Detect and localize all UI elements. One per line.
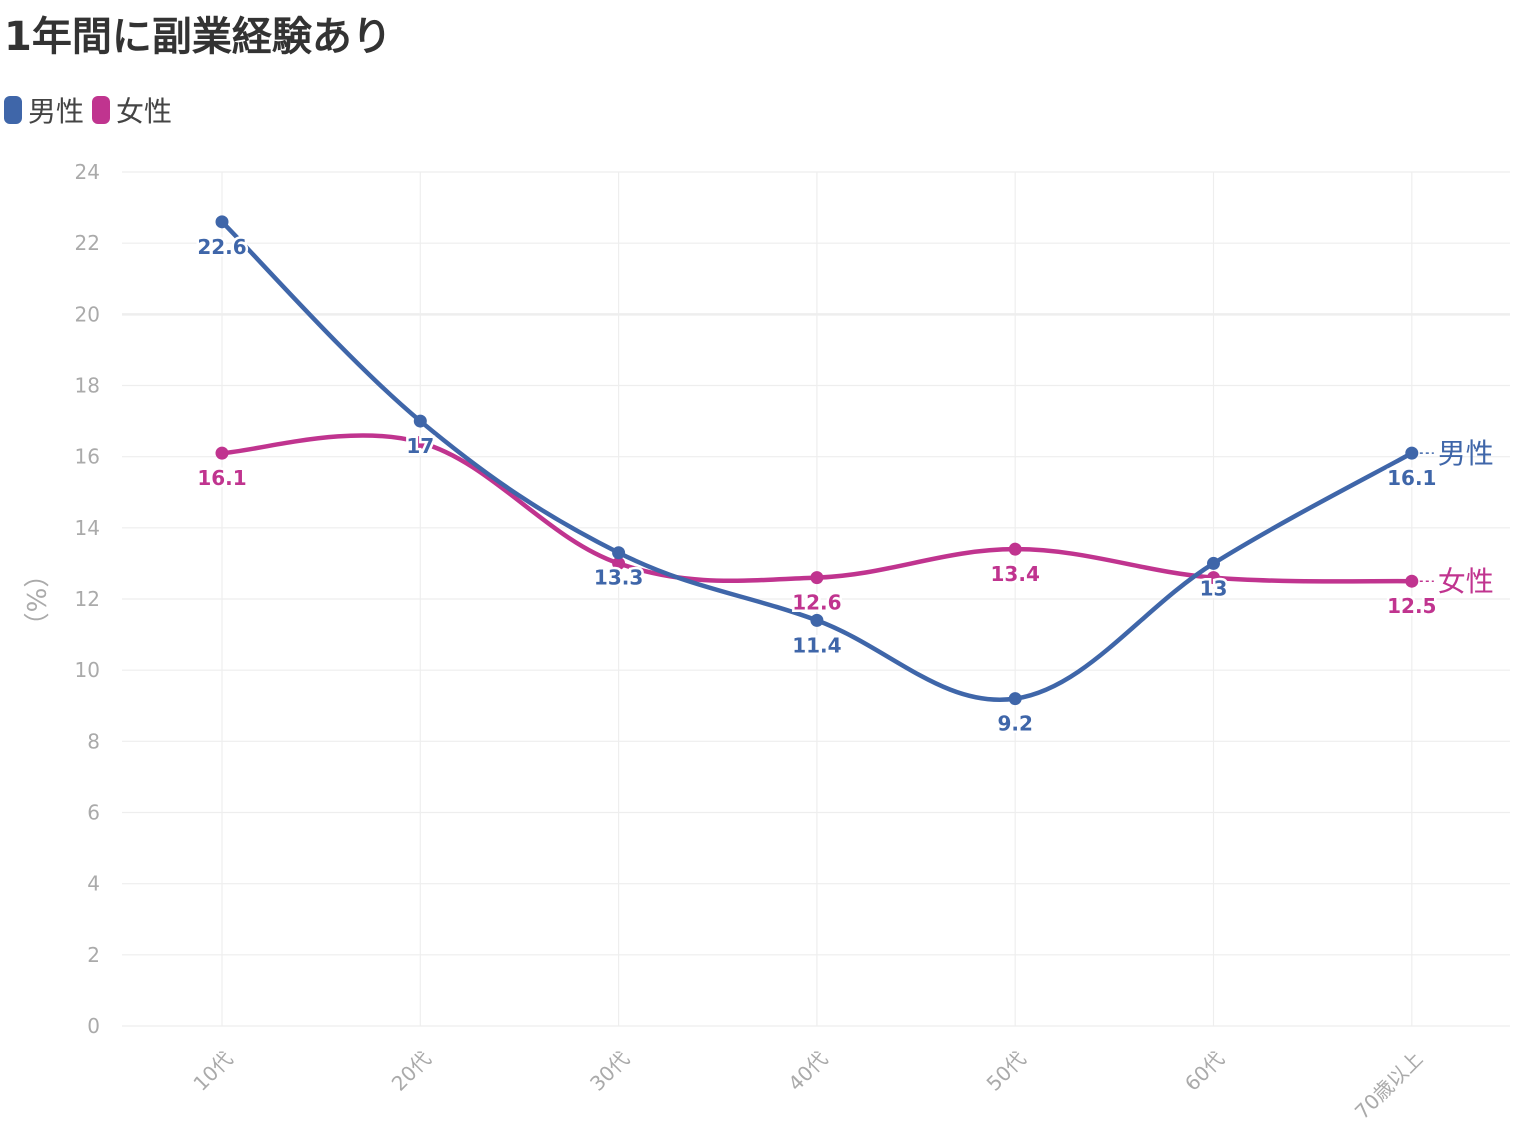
data-label-male: 13.3 [594, 566, 643, 590]
data-label-male: 17 [406, 434, 434, 458]
data-point-male [810, 613, 824, 627]
legend-item-female[interactable]: 女性 [92, 90, 172, 130]
legend-label-female: 女性 [116, 95, 173, 128]
data-point-female [1405, 574, 1419, 588]
y-tick-label: 14 [75, 516, 100, 540]
x-tick-label: 50代 [982, 1047, 1031, 1096]
legend-label-male: 男性 [28, 95, 85, 128]
data-point-female [810, 571, 824, 585]
x-tick-label: 30代 [585, 1047, 634, 1096]
data-point-male [612, 546, 626, 560]
data-point-male [1405, 446, 1419, 460]
legend-swatch-female [92, 96, 111, 124]
end-label-male: 男性 [1438, 437, 1494, 470]
y-tick-label: 12 [75, 587, 100, 611]
y-tick-label: 4 [87, 872, 100, 896]
data-label-female: 12.6 [792, 591, 841, 615]
data-point-male [215, 215, 229, 229]
y-tick-label: 8 [87, 729, 100, 753]
data-point-female [413, 435, 427, 449]
x-tick-label: 60代 [1180, 1047, 1229, 1096]
x-tick-label: 40代 [783, 1047, 832, 1096]
data-point-male [1207, 556, 1220, 570]
data-label-male: 22.6 [197, 235, 246, 259]
data-label-male: 13 [1200, 576, 1228, 600]
x-tick-label: 70歳以上 [1350, 1047, 1427, 1124]
y-tick-label: 16 [75, 445, 100, 469]
data-label-male: 11.4 [792, 633, 841, 657]
data-point-female [1008, 542, 1022, 556]
data-point-female [215, 446, 229, 460]
x-tick-label: 10代 [188, 1047, 237, 1096]
y-tick-label: 22 [75, 231, 100, 255]
data-label-female: 16.1 [197, 466, 246, 490]
chart-title: 1年間に副業経験あり [4, 14, 392, 60]
y-tick-label: 2 [87, 943, 100, 967]
data-point-male [1008, 692, 1022, 706]
data-point-female [612, 556, 626, 570]
y-tick-label: 0 [87, 1014, 100, 1038]
end-label-female: 女性 [1438, 565, 1494, 598]
data-label-female: 12.5 [1387, 594, 1436, 618]
y-tick-label: 24 [75, 160, 100, 184]
data-label-female: 13.4 [991, 562, 1040, 586]
data-label-male: 16.1 [1387, 466, 1436, 490]
x-tick-label: 20代 [387, 1047, 436, 1096]
y-tick-label: 10 [75, 658, 100, 682]
legend: 男性 女性 [4, 90, 172, 130]
y-tick-label: 6 [87, 801, 100, 825]
legend-swatch-male [4, 96, 22, 124]
data-point-male [413, 414, 427, 428]
y-axis-label: （%） [23, 562, 53, 639]
data-label-male: 9.2 [997, 712, 1032, 736]
y-tick-label: 18 [75, 374, 100, 398]
legend-item-male[interactable]: 男性 [4, 90, 84, 130]
y-tick-label: 20 [75, 302, 100, 326]
data-point-female [1207, 571, 1220, 585]
